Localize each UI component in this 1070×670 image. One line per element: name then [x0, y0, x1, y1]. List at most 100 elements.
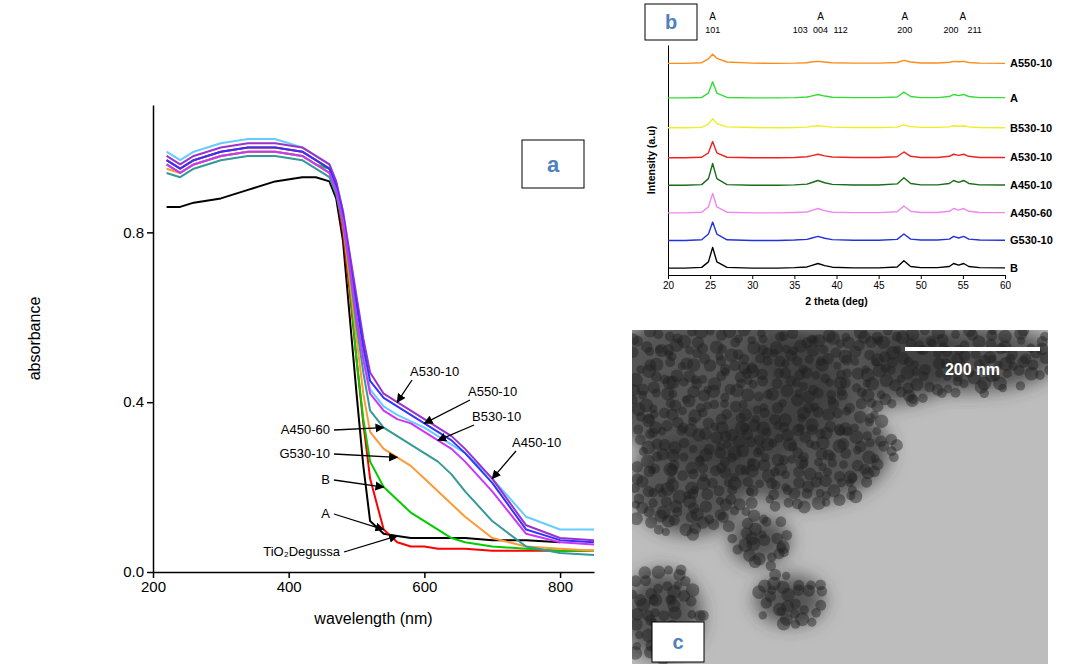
- tem-particle: [927, 339, 937, 349]
- x-tick-label: 55: [958, 280, 970, 291]
- x-tick-mark: [921, 275, 922, 279]
- annotation-arrow: [334, 428, 384, 430]
- tem-particle: [679, 438, 690, 449]
- tem-particle: [687, 358, 700, 371]
- tem-particle: [770, 501, 781, 512]
- tem-particle: [746, 485, 758, 497]
- tem-particle: [666, 376, 679, 389]
- tem-particle: [710, 465, 721, 476]
- tem-particle: [761, 517, 771, 527]
- tem-particle: [872, 427, 881, 436]
- series-label: A530-10: [1010, 151, 1052, 163]
- x-tick-label: 20: [663, 280, 675, 291]
- tem-particle: [812, 371, 820, 379]
- tem-cluster: [755, 575, 825, 625]
- tem-particle: [811, 608, 821, 618]
- tem-particle: [632, 346, 638, 358]
- tem-particle: [918, 393, 928, 403]
- tem-particle: [648, 466, 656, 474]
- tem-particle: [889, 452, 899, 462]
- tem-particle: [761, 597, 772, 608]
- tem-particle: [779, 547, 789, 557]
- tem-particle: [679, 377, 688, 386]
- series-label: A550-10: [468, 384, 517, 399]
- tem-particle: [763, 356, 773, 366]
- tem-particle: [787, 330, 798, 339]
- tem-particle: [687, 528, 700, 541]
- tem-particle: [759, 335, 768, 344]
- tem-particle: [816, 358, 829, 371]
- panel-letter-box: [645, 4, 697, 40]
- tem-particle: [721, 409, 732, 420]
- x-tick: 200: [141, 572, 166, 595]
- tem-particle: [723, 330, 736, 338]
- tem-particle: [816, 436, 830, 450]
- tem-particle: [1014, 365, 1025, 376]
- tem-particle: [1017, 330, 1029, 336]
- panel-letter: b: [665, 11, 677, 33]
- tem-cluster: [870, 330, 1048, 392]
- tem-particle: [775, 516, 786, 527]
- x-tick-label: 35: [789, 280, 801, 291]
- tem-particle: [877, 336, 890, 349]
- series-label: B530-10: [1010, 122, 1052, 134]
- tem-particle: [793, 466, 804, 477]
- tem-particle: [766, 388, 779, 401]
- tem-particle: [779, 331, 789, 341]
- tem-particle: [807, 618, 816, 627]
- tem-particle: [840, 448, 851, 459]
- tem-particle: [784, 498, 794, 508]
- series-line: [167, 139, 594, 530]
- tem-particle: [813, 388, 824, 399]
- tem-particle: [802, 488, 813, 499]
- x-tick: 35: [789, 275, 801, 291]
- tem-particle: [706, 330, 714, 336]
- tem-particle: [649, 595, 659, 605]
- tem-particle: [865, 438, 874, 447]
- tem-particle: [720, 399, 729, 408]
- peak-label: A: [960, 11, 967, 22]
- tem-particle: [978, 376, 992, 390]
- tem-particle: [951, 388, 961, 398]
- annotation-arrow: [492, 451, 516, 479]
- annotation-arrow: [334, 514, 384, 530]
- x-axis-title: wavelength (nm): [313, 610, 432, 627]
- tem-particle: [708, 519, 720, 531]
- tem-particle: [730, 338, 740, 348]
- tem-particle: [699, 428, 711, 440]
- tem-particle: [906, 394, 919, 407]
- tem-particle: [833, 494, 845, 506]
- tem-particle: [720, 467, 732, 479]
- x-tick-label: 30: [747, 280, 759, 291]
- peak-label: A: [709, 11, 716, 22]
- y-tick-mark: [147, 572, 153, 574]
- plot-area: [668, 54, 1005, 268]
- x-tick: 30: [747, 275, 759, 291]
- tem-particle: [791, 394, 804, 407]
- tem-particle: [710, 400, 719, 409]
- tem-particle: [853, 446, 861, 454]
- tem-particle: [720, 457, 730, 467]
- tem-particle: [819, 345, 828, 354]
- annotation-arrow: [334, 454, 397, 457]
- series-line: [167, 147, 594, 542]
- tem-image: [632, 330, 1048, 664]
- tem-particle: [746, 537, 760, 551]
- x-tick-mark: [879, 275, 880, 279]
- tem-particle: [636, 476, 648, 488]
- tem-particle: [632, 336, 643, 347]
- tem-particle: [912, 367, 921, 376]
- tem-particle: [677, 470, 688, 481]
- tem-particle: [851, 358, 859, 366]
- tem-particle: [645, 347, 654, 356]
- series-line: [668, 222, 1005, 240]
- tem-particle: [803, 585, 815, 597]
- tem-cluster: [730, 515, 790, 565]
- y-tick-label: 0.4: [123, 393, 144, 410]
- tem-particle: [652, 565, 665, 578]
- tem-particle: [781, 359, 789, 367]
- tem-particle: [707, 385, 720, 398]
- x-axis-title: 2 theta (deg): [805, 295, 867, 307]
- x-tick-mark: [668, 275, 669, 279]
- series-line: [167, 152, 594, 551]
